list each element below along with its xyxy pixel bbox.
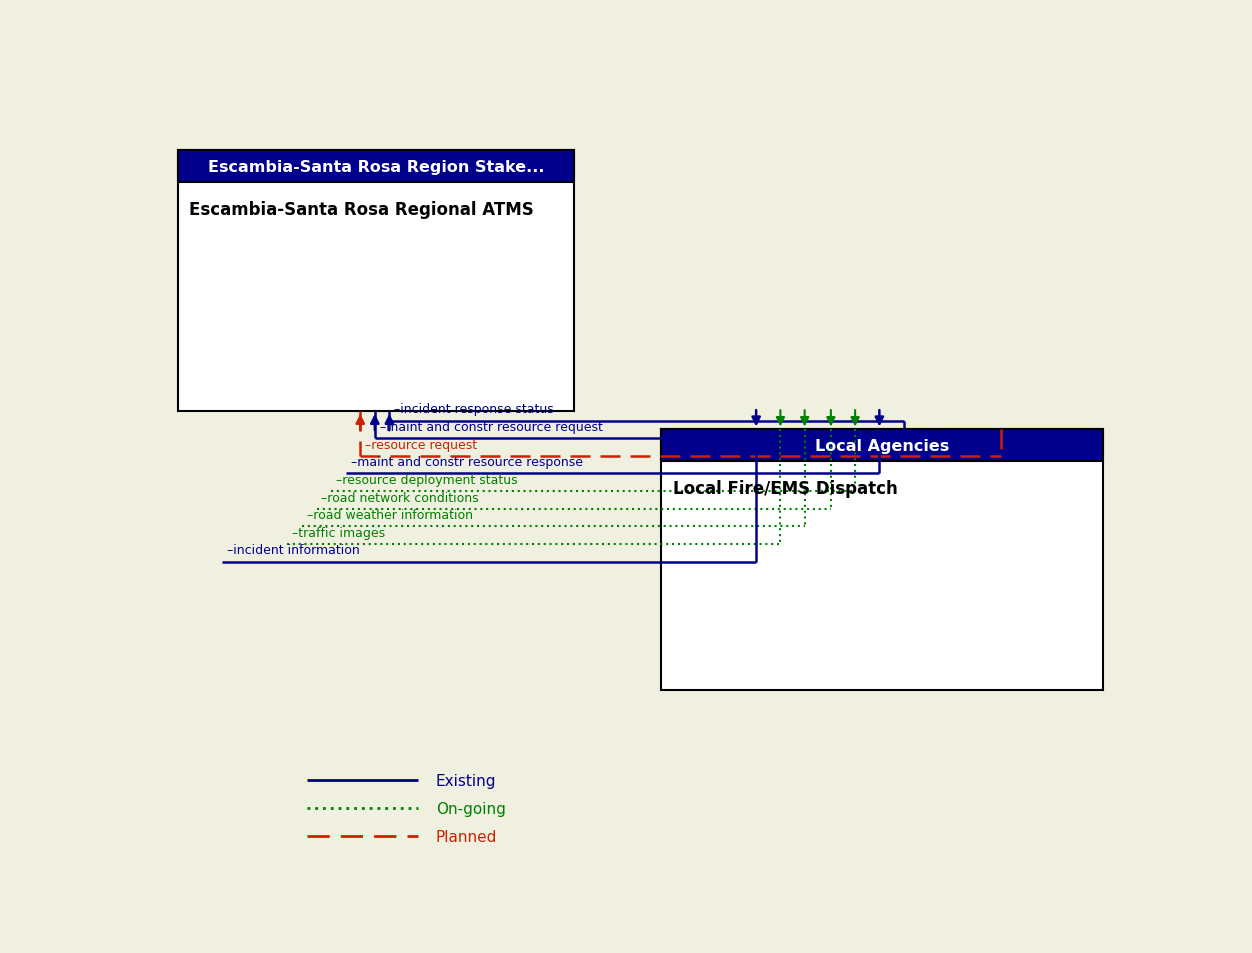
Bar xyxy=(661,430,1103,461)
Text: Planned: Planned xyxy=(436,829,497,844)
Text: –traffic images: –traffic images xyxy=(292,526,386,539)
Text: –incident response status: –incident response status xyxy=(394,403,553,416)
Text: –road weather information: –road weather information xyxy=(307,509,473,521)
Text: –resource request: –resource request xyxy=(366,438,477,451)
Text: Existing: Existing xyxy=(436,773,497,788)
Bar xyxy=(178,151,573,412)
Text: –incident information: –incident information xyxy=(228,544,361,557)
Text: –maint and constr resource response: –maint and constr resource response xyxy=(351,456,582,469)
Text: –road network conditions: –road network conditions xyxy=(322,491,480,504)
Text: On-going: On-going xyxy=(436,801,506,816)
Text: Escambia-Santa Rosa Regional ATMS: Escambia-Santa Rosa Regional ATMS xyxy=(189,201,535,219)
Text: –maint and constr resource request: –maint and constr resource request xyxy=(379,420,602,434)
Bar xyxy=(661,430,1103,690)
Text: Escambia-Santa Rosa Region Stake...: Escambia-Santa Rosa Region Stake... xyxy=(208,159,545,174)
Text: –resource deployment status: –resource deployment status xyxy=(336,474,517,486)
Bar xyxy=(178,152,573,183)
Text: Local Agencies: Local Agencies xyxy=(815,438,949,454)
Text: Local Fire/EMS Dispatch: Local Fire/EMS Dispatch xyxy=(672,479,898,497)
